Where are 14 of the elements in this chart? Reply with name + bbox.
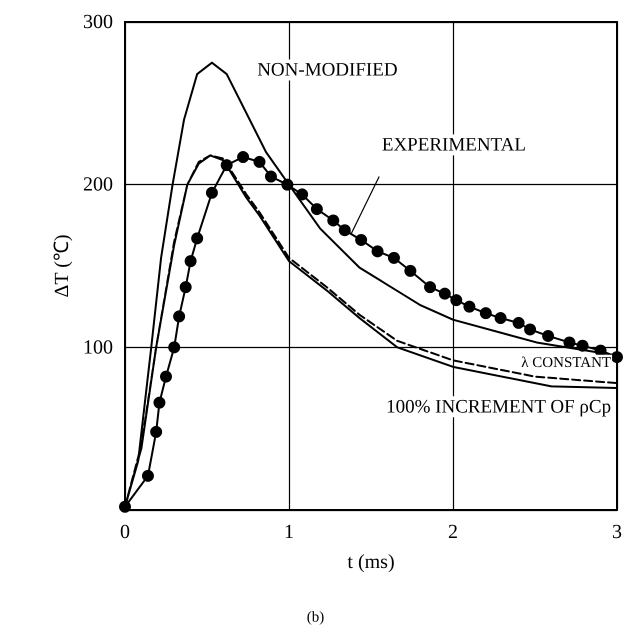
series-label: 100% INCREMENT OF ρCp [386, 396, 612, 418]
text: EXPERIMENTAL [382, 134, 526, 156]
x-tick-label: 2 [448, 521, 458, 543]
series-label: NON-MODIFIED [257, 60, 398, 81]
y-axis-title: ΔT (℃) [51, 234, 74, 298]
x-axis-title: t (ms) [347, 551, 395, 573]
y-tick-label: 200 [83, 174, 113, 196]
y-tick-label: 100 [83, 336, 113, 358]
text: (b) [306, 610, 324, 626]
y-tick-label: 300 [83, 11, 113, 33]
x-tick-label: 0 [120, 521, 130, 543]
x-tick-label: 3 [612, 521, 622, 543]
x-tick-label: 1 [284, 521, 294, 543]
series-label: λ CONSTANT [521, 355, 612, 372]
